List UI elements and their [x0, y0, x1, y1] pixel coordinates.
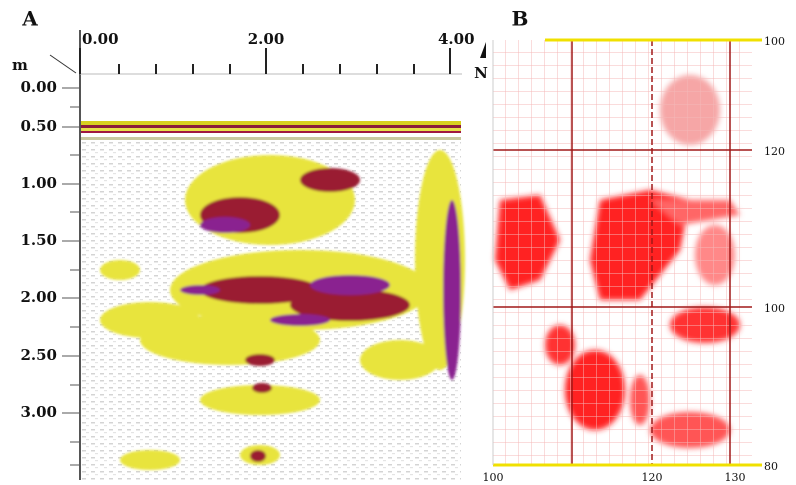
bottom-label: 100: [483, 471, 504, 484]
y-tick-label: 0.50: [20, 117, 57, 135]
y-tick-label: 2.50: [20, 346, 57, 364]
panel-b: B N 100 120 100 80 100 120: [474, 7, 785, 485]
right-label: 100: [764, 35, 785, 48]
right-label: 120: [764, 145, 785, 158]
y-tick-label: 0.00: [20, 78, 57, 96]
y-tick-label: 2.00: [20, 288, 57, 306]
bottom-label: 120: [642, 471, 663, 484]
north-arrow: [480, 42, 486, 58]
y-ruler: [62, 88, 80, 465]
panel-label: A: [21, 7, 38, 31]
right-label: 100: [764, 302, 785, 315]
grid: [493, 40, 752, 465]
right-label: 80: [764, 460, 778, 473]
radargram: [81, 121, 465, 480]
north-label: N: [474, 64, 488, 82]
figure: A m 0.00 2.00 4.00 0.00 0.50 1.00 1.50 2…: [0, 0, 796, 485]
x-tick-label: 2.00: [248, 30, 285, 48]
x-tick-label: 4.00: [438, 30, 475, 48]
corner-line: [50, 55, 76, 73]
panel-label: B: [512, 7, 529, 31]
y-tick-label: 1.00: [20, 174, 57, 192]
y-tick-label: 3.00: [20, 403, 57, 421]
x-ruler: [80, 48, 450, 74]
panel-a: A m 0.00 2.00 4.00 0.00 0.50 1.00 1.50 2…: [12, 7, 475, 481]
y-tick-label: 1.50: [20, 231, 57, 249]
bottom-label: 130: [725, 471, 746, 484]
unit-label: m: [12, 56, 28, 74]
x-tick-label: 0.00: [82, 30, 119, 48]
